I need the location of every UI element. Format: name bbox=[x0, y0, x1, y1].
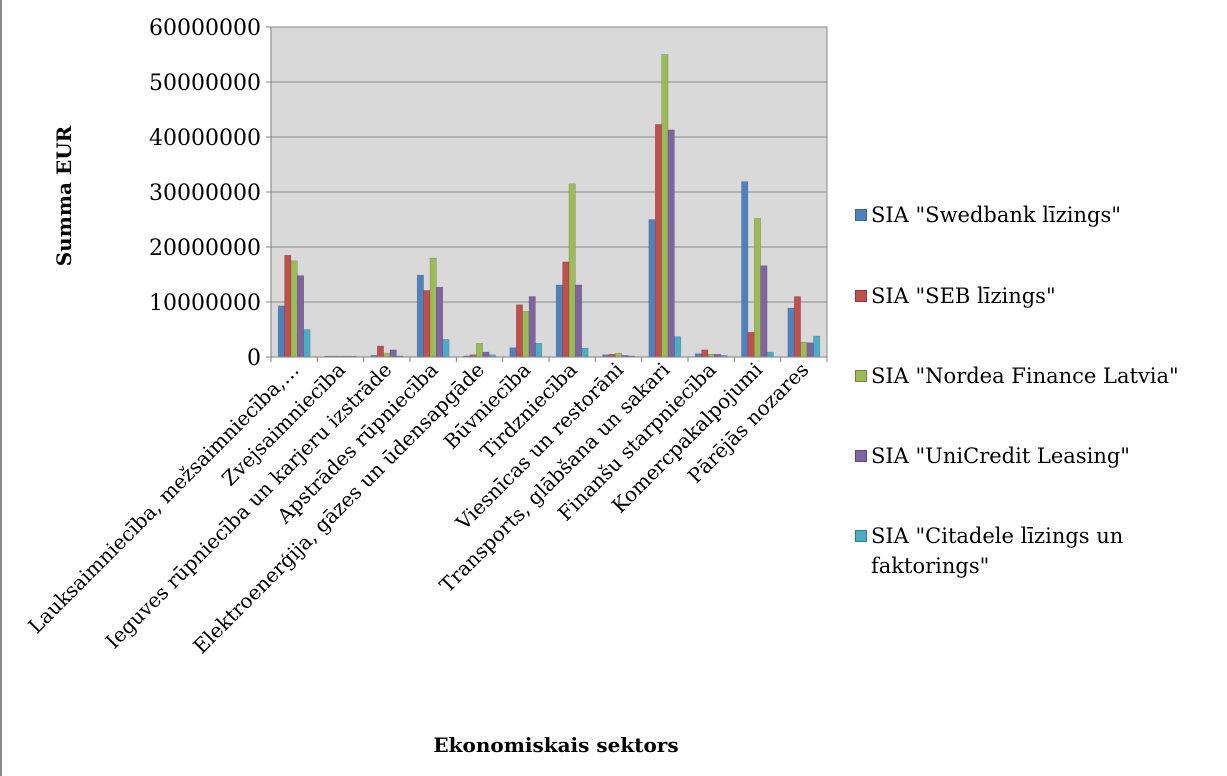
legend-label-citadele-line-2: faktorings" bbox=[871, 554, 990, 578]
bar bbox=[509, 347, 517, 358]
bar bbox=[701, 349, 709, 358]
bar bbox=[787, 307, 795, 358]
legend-label-nordea: SIA "Nordea Finance Latvia" bbox=[871, 364, 1179, 388]
bar bbox=[303, 329, 311, 358]
legend-swatch-seb bbox=[855, 290, 867, 302]
bar bbox=[747, 332, 755, 358]
bar bbox=[277, 305, 285, 358]
bar bbox=[661, 54, 669, 358]
bar bbox=[615, 352, 622, 358]
bar bbox=[760, 265, 768, 358]
bar bbox=[581, 347, 589, 358]
y-axis-title: Summa EUR bbox=[52, 125, 76, 267]
bar bbox=[482, 351, 490, 358]
y-tick-label: 10000000 bbox=[149, 291, 261, 316]
bar bbox=[806, 342, 814, 358]
legend-swatch-citadele bbox=[855, 530, 867, 542]
bar bbox=[555, 284, 563, 358]
legend-item-citadele: SIA "Citadele līzings un faktorings" bbox=[855, 521, 1123, 581]
bar bbox=[674, 336, 682, 358]
bar bbox=[389, 349, 397, 358]
y-tick-label: 0 bbox=[247, 346, 261, 371]
y-tick-label: 50000000 bbox=[149, 71, 261, 96]
bar bbox=[568, 183, 576, 358]
legend-item-swedbank: SIA "Swedbank līzings" bbox=[855, 200, 1121, 230]
bar bbox=[528, 296, 536, 358]
legend-item-unicredit: SIA "UniCredit Leasing" bbox=[855, 441, 1130, 471]
y-tick-label: 40000000 bbox=[149, 126, 261, 151]
bar bbox=[654, 124, 662, 358]
bar bbox=[522, 311, 530, 358]
bar bbox=[290, 260, 298, 358]
legend-label-unicredit: SIA "UniCredit Leasing" bbox=[871, 444, 1130, 468]
bar bbox=[813, 335, 821, 358]
x-axis-title: Ekonomiskais sektors bbox=[433, 733, 679, 757]
bar bbox=[515, 304, 523, 358]
legend-swatch-nordea bbox=[855, 370, 867, 382]
bar bbox=[562, 261, 570, 358]
legend-item-seb: SIA "SEB līzings" bbox=[855, 281, 1056, 311]
bar bbox=[575, 284, 583, 358]
bar bbox=[741, 181, 749, 358]
legend-label-citadele: SIA "Citadele līzings un faktorings" bbox=[871, 521, 1123, 581]
bar bbox=[284, 255, 292, 358]
y-tick-label: 60000000 bbox=[149, 16, 261, 41]
bar bbox=[423, 290, 431, 358]
bar bbox=[442, 339, 450, 358]
bar bbox=[383, 352, 391, 358]
y-tick-label: 30000000 bbox=[149, 181, 261, 206]
bar bbox=[535, 343, 543, 358]
bar bbox=[754, 218, 761, 358]
bar bbox=[436, 286, 444, 358]
bar bbox=[429, 257, 437, 358]
bar bbox=[667, 129, 675, 358]
bar bbox=[376, 345, 384, 358]
bar bbox=[766, 351, 774, 358]
legend-label-citadele-line-1: SIA "Citadele līzings un bbox=[871, 524, 1124, 548]
bar bbox=[476, 343, 483, 358]
y-tick-label: 20000000 bbox=[149, 236, 261, 261]
legend-label-seb: SIA "SEB līzings" bbox=[871, 284, 1056, 308]
legend-item-nordea: SIA "Nordea Finance Latvia" bbox=[855, 361, 1179, 391]
bar bbox=[297, 275, 305, 358]
legend-swatch-swedbank bbox=[855, 209, 867, 221]
legend-swatch-unicredit bbox=[855, 450, 867, 462]
bar bbox=[648, 219, 656, 358]
bar bbox=[416, 274, 424, 358]
legend-label-swedbank: SIA "Swedbank līzings" bbox=[871, 203, 1121, 227]
bar bbox=[800, 341, 808, 358]
bar bbox=[793, 296, 801, 358]
